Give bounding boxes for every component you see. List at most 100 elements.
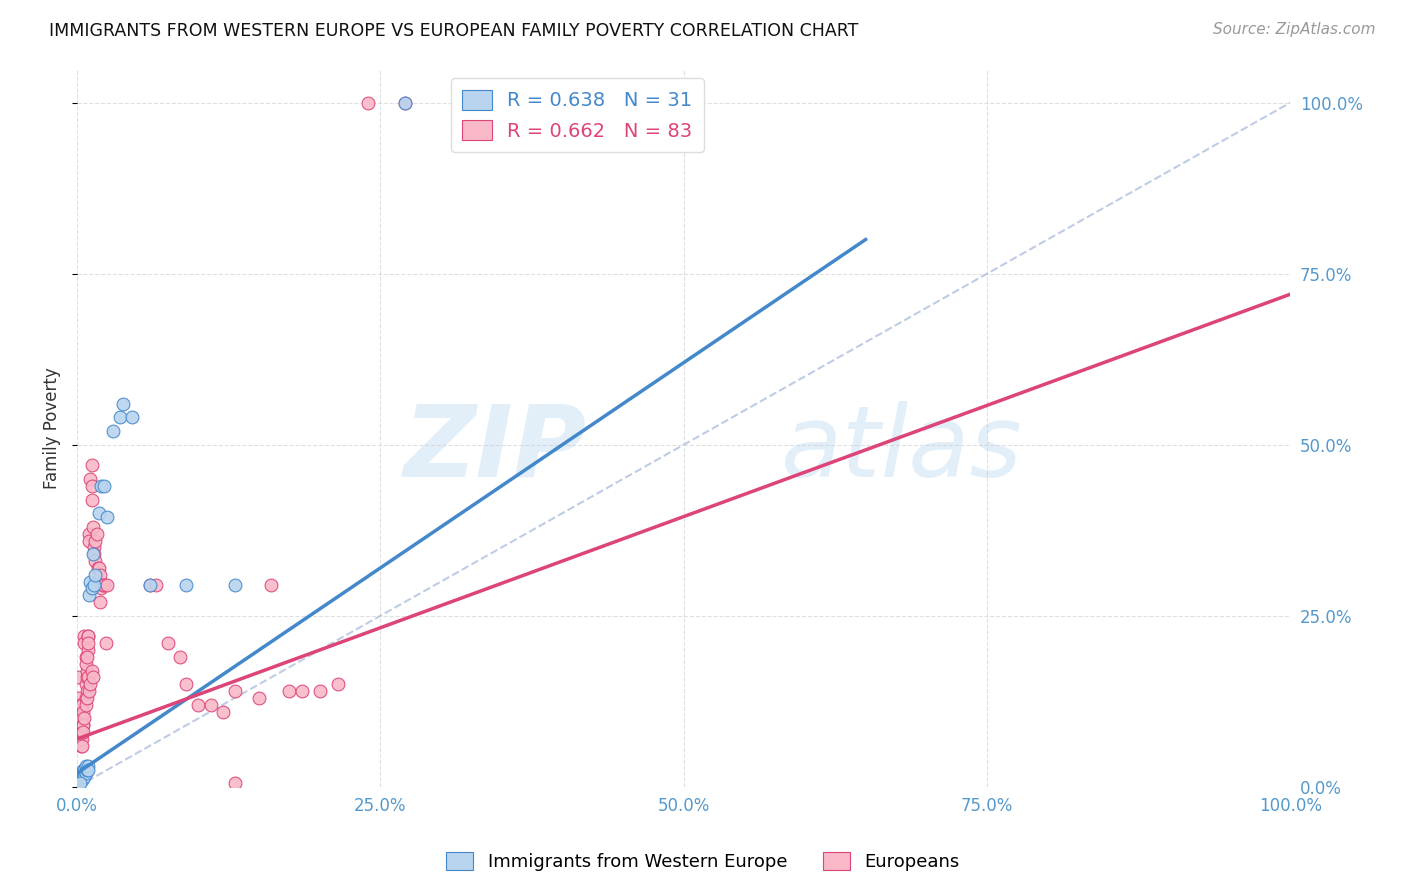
Point: [70, 725, 93, 739]
Point: [82, 670, 104, 684]
Point: [73, 629, 96, 643]
Point: [139, 578, 162, 592]
Point: [89, 567, 111, 582]
Point: [69, 725, 91, 739]
Y-axis label: Family Poverty: Family Poverty: [44, 367, 60, 489]
Point: [75, 766, 97, 780]
Point: [87, 561, 110, 575]
Point: [80, 479, 103, 493]
Point: [326, 677, 349, 691]
Point: [77, 670, 100, 684]
Point: [83, 578, 105, 592]
Point: [79, 574, 101, 589]
Point: [73, 711, 96, 725]
Point: [84, 567, 107, 582]
Legend: Immigrants from Western Europe, Europeans: Immigrants from Western Europe, European…: [439, 845, 967, 879]
Point: [77, 533, 100, 548]
Point: [76, 684, 98, 698]
Point: [91, 578, 114, 592]
Point: [72, 718, 94, 732]
Point: [77, 759, 100, 773]
Point: [77, 526, 100, 541]
Point: [77, 588, 100, 602]
Point: [76, 670, 98, 684]
Point: [75, 677, 97, 691]
Point: [70, 770, 93, 784]
Point: [308, 684, 330, 698]
Point: [174, 578, 197, 592]
Point: [224, 578, 246, 592]
Point: [69, 711, 91, 725]
Point: [108, 410, 131, 425]
Point: [224, 776, 246, 790]
Point: [224, 684, 246, 698]
Point: [82, 547, 104, 561]
Point: [357, 95, 380, 110]
Point: [394, 95, 416, 110]
Point: [77, 643, 100, 657]
Point: [83, 547, 105, 561]
Point: [86, 526, 108, 541]
Point: [73, 636, 96, 650]
Point: [69, 739, 91, 753]
Point: [394, 95, 416, 110]
Point: [69, 725, 91, 739]
Point: [80, 664, 103, 678]
Point: [90, 582, 112, 596]
Point: [69, 718, 91, 732]
Point: [76, 690, 98, 705]
Point: [79, 472, 101, 486]
Point: [86, 574, 108, 589]
Point: [96, 578, 118, 592]
Text: IMMIGRANTS FROM WESTERN EUROPE VS EUROPEAN FAMILY POVERTY CORRELATION CHART: IMMIGRANTS FROM WESTERN EUROPE VS EUROPE…: [49, 22, 859, 40]
Legend: R = 0.638   N = 31, R = 0.662   N = 83: R = 0.638 N = 31, R = 0.662 N = 83: [451, 78, 704, 153]
Point: [211, 705, 233, 719]
Point: [290, 684, 312, 698]
Point: [75, 698, 97, 712]
Point: [84, 533, 107, 548]
Point: [103, 424, 125, 438]
Point: [93, 578, 115, 592]
Point: [278, 684, 301, 698]
Point: [77, 636, 100, 650]
Point: [72, 718, 94, 732]
Point: [67, 670, 90, 684]
Point: [93, 479, 115, 493]
Point: [187, 698, 209, 712]
Point: [96, 509, 118, 524]
Point: [76, 763, 98, 777]
Point: [112, 397, 135, 411]
Point: [169, 649, 191, 664]
Point: [80, 492, 103, 507]
Point: [72, 705, 94, 719]
Point: [87, 506, 110, 520]
Text: atlas: atlas: [780, 401, 1022, 498]
Point: [96, 636, 118, 650]
Point: [90, 479, 112, 493]
Point: [69, 731, 91, 746]
Point: [121, 410, 143, 425]
Point: [70, 698, 93, 712]
Point: [69, 718, 91, 732]
Point: [69, 766, 91, 780]
Point: [75, 657, 97, 671]
Point: [145, 578, 167, 592]
Point: [174, 677, 197, 691]
Text: ZIP: ZIP: [404, 401, 586, 498]
Point: [80, 582, 103, 596]
Point: [86, 561, 108, 575]
Point: [70, 772, 93, 787]
Point: [69, 776, 91, 790]
Point: [72, 766, 94, 780]
Point: [67, 690, 90, 705]
Point: [76, 664, 98, 678]
Point: [75, 649, 97, 664]
Point: [139, 578, 162, 592]
Point: [157, 636, 180, 650]
Point: [75, 759, 97, 773]
Point: [82, 520, 104, 534]
Point: [72, 725, 94, 739]
Text: Source: ZipAtlas.com: Source: ZipAtlas.com: [1212, 22, 1375, 37]
Point: [77, 629, 100, 643]
Point: [69, 698, 91, 712]
